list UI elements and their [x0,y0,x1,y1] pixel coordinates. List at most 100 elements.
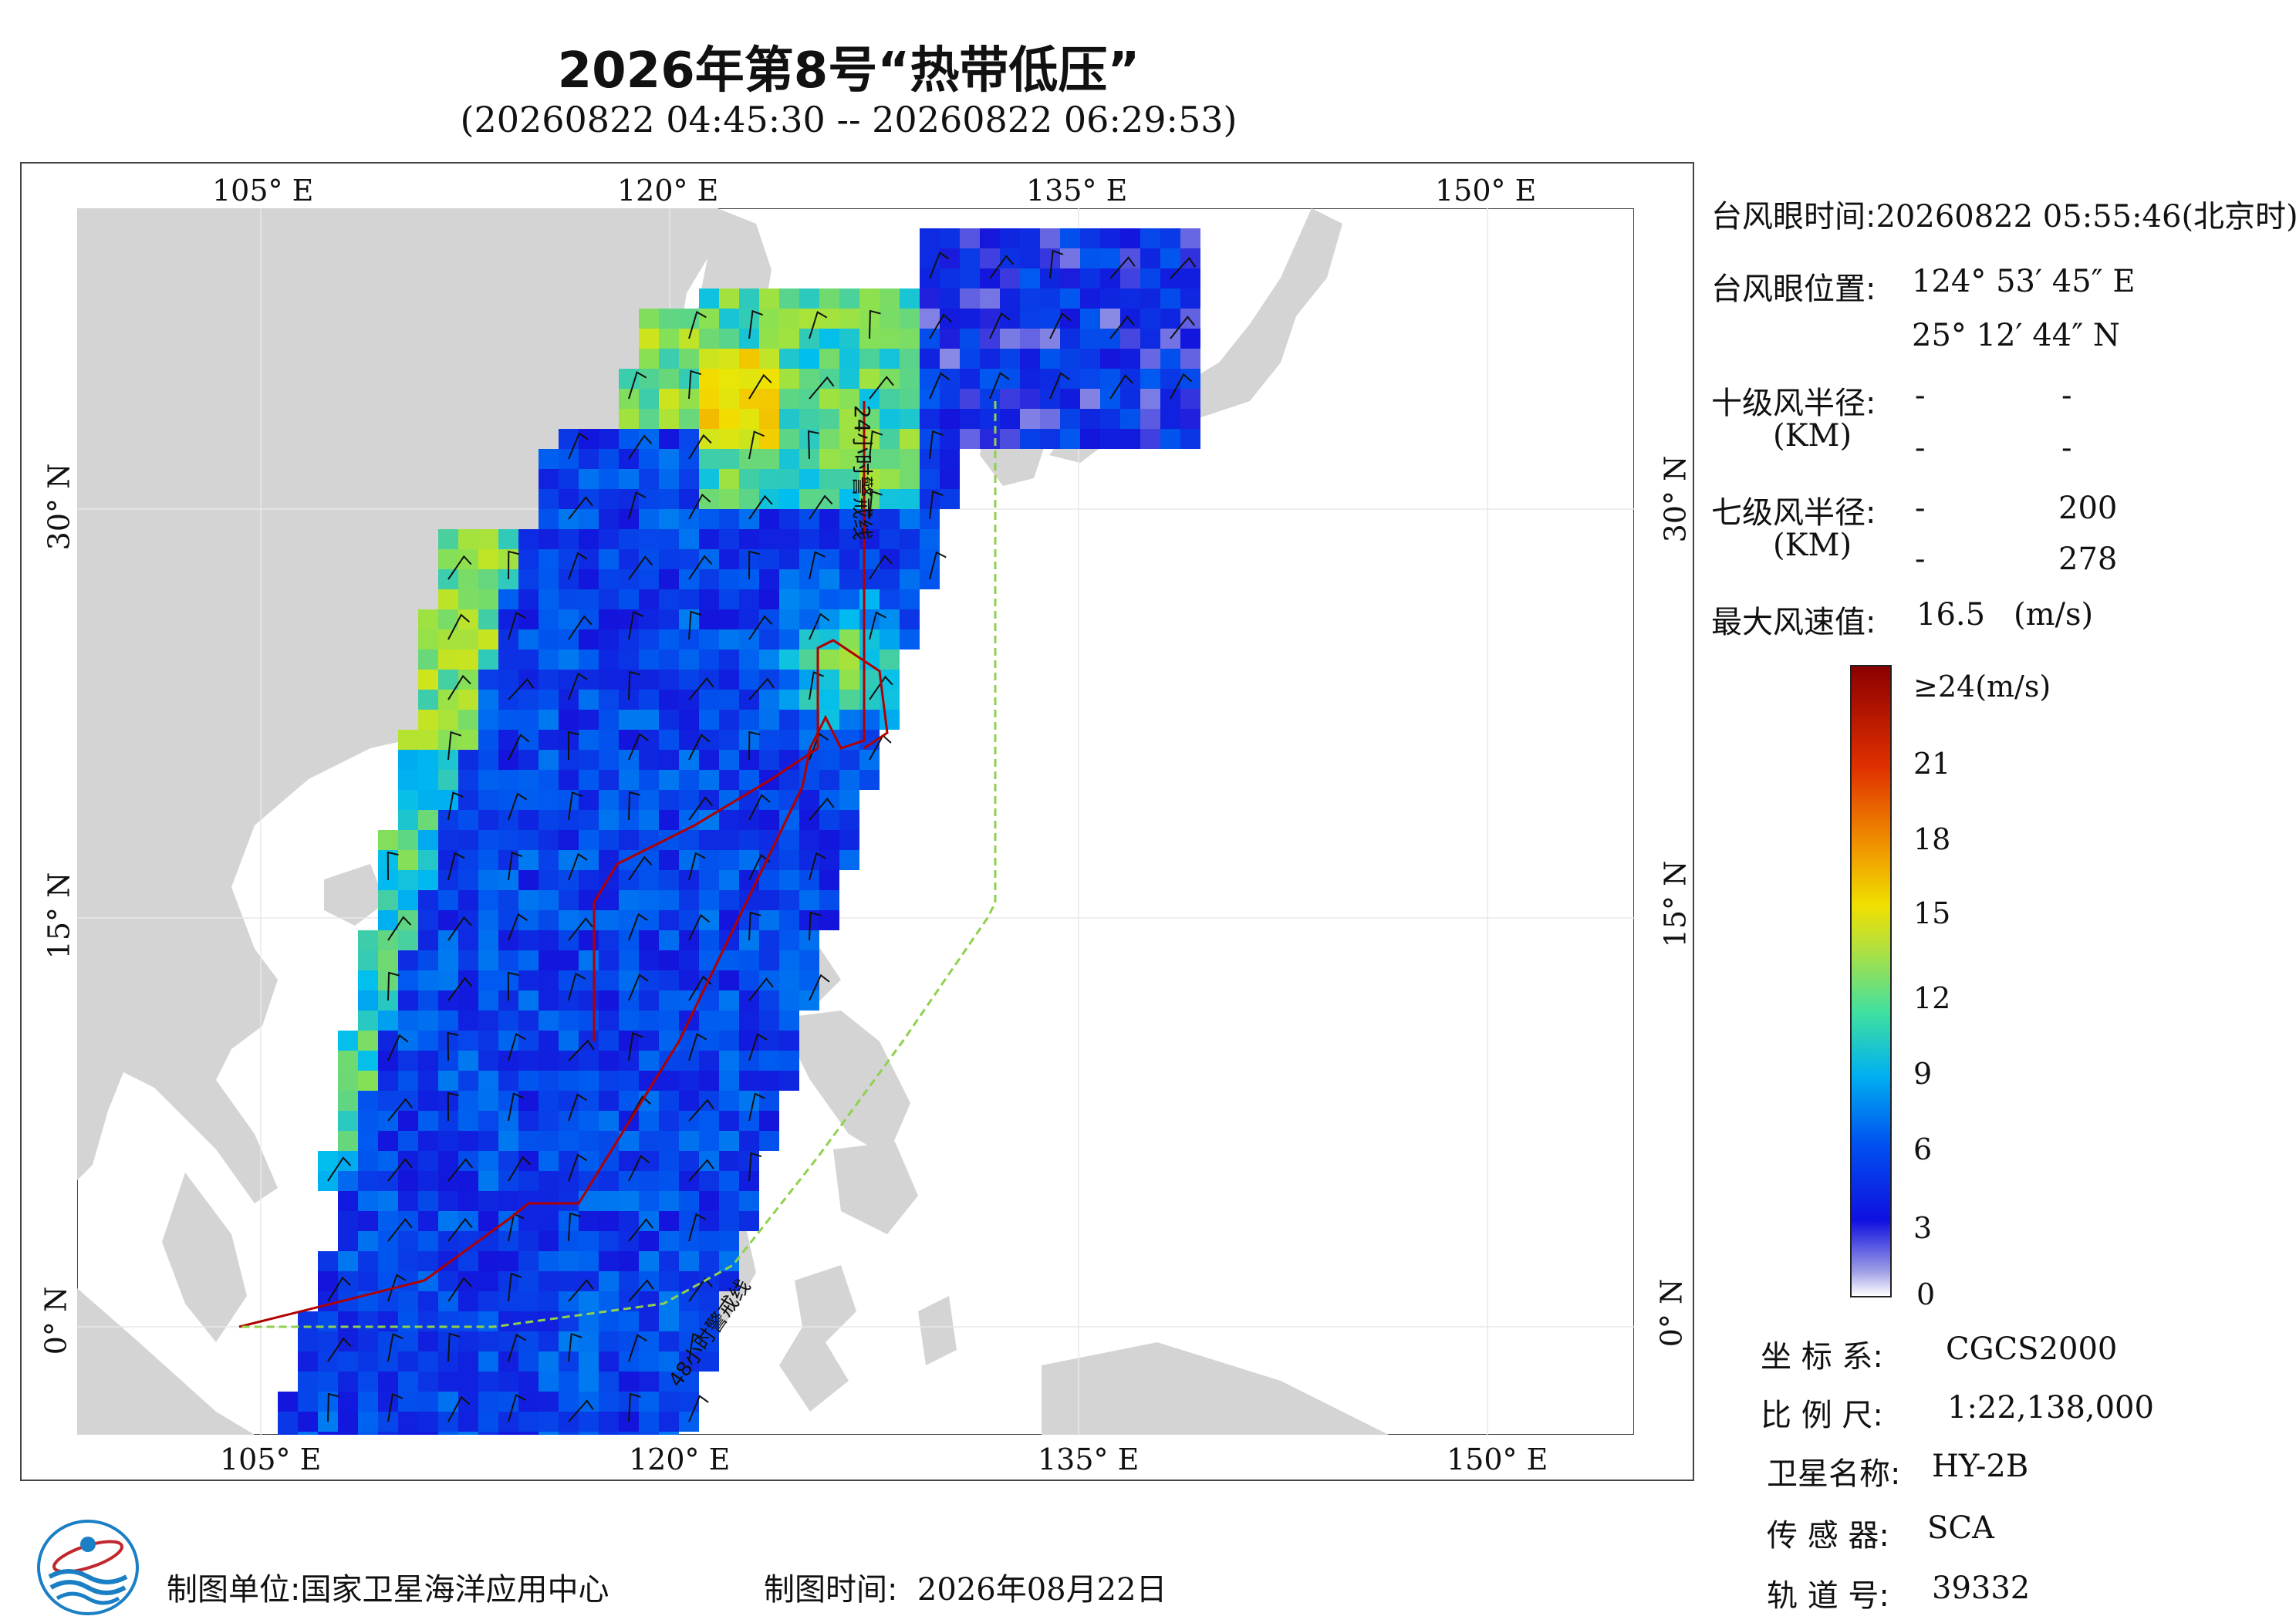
swath-cell [799,369,819,389]
wind-barb [508,550,520,580]
swath-cell [639,1271,659,1291]
swath-cell [338,1091,358,1111]
swath-cell [478,930,498,950]
swath-cell [819,830,839,850]
wind-barb [1109,315,1135,339]
swath-cell [759,990,779,1011]
swath-cell [478,1091,498,1111]
swath-cell [739,970,759,990]
swath-cell [378,890,398,910]
wind-barb [748,911,761,941]
swath-cell [900,349,920,369]
swath-cell [599,1211,619,1231]
swath-cell [940,248,960,268]
swath-cell [659,690,679,710]
swath-cell [779,1031,799,1051]
swath-cell [518,810,539,830]
swath-cell [639,890,659,910]
swath-cell [579,790,599,810]
swath-cell [338,1171,358,1191]
swath-cell [1080,228,1100,248]
swath-cell [699,1191,719,1211]
swath-cell [940,489,960,509]
wind-barb [508,734,530,761]
wind-barb [568,1332,582,1362]
swath-cell [699,1071,719,1091]
swath-cell [639,569,659,589]
swath-cell [418,650,438,670]
swath-cell [759,730,779,750]
swath-cell [478,690,498,710]
sat-value: HY-2B [1932,1449,2029,1484]
swath-cell [358,1211,378,1231]
swath-cell [900,429,920,449]
swath-cell [699,389,719,409]
swath-cell [358,930,378,950]
swath-cell [900,288,920,309]
swath-cell [699,850,719,870]
wind-barb [447,1158,473,1182]
swath-cell [599,1291,619,1311]
swath-cell [759,309,779,329]
swath-cell [639,1331,659,1351]
swath-cell [719,850,739,870]
swath-cell [458,970,478,990]
swath-cell [438,1011,458,1031]
swath-cell [759,1131,779,1151]
swath-cell [498,1151,518,1171]
swath-cell [880,509,900,529]
swath-cell [418,1071,438,1091]
swath-cell [418,609,438,629]
swath-cell [539,1111,559,1131]
swath-cell [438,1432,458,1435]
swath-cell [719,910,739,930]
swath-cell [478,589,498,609]
swath-cell [579,549,599,569]
map-subtitle: (20260822 04:45:30 -- 20260822 06:29:53) [460,99,1237,140]
swath-cell [1080,288,1100,309]
bottom-lon-label: 105° E [220,1442,322,1476]
swath-cell [579,469,599,489]
swath-cell [819,870,839,890]
swath-cell [719,1211,739,1231]
swath-cell [539,1151,559,1171]
swath-cell [559,770,579,790]
swath-cell [418,1051,438,1071]
swath-cell [699,449,719,469]
swath-cell [1000,349,1020,369]
swath-cell [358,1131,378,1151]
swath-cell [438,589,458,609]
swath-cell [559,1071,579,1091]
swath-cell [859,349,880,369]
swath-cell [839,329,859,349]
swath-cell [458,870,478,890]
swath-cell [940,288,960,309]
wind-barb [447,916,472,941]
swath-cell [398,1271,418,1291]
swath-cell [378,950,398,970]
swath-cell [539,1291,559,1311]
wind-barb [688,1395,709,1422]
swath-cell [478,810,498,830]
wind-barb [387,1098,414,1122]
swath-cell [518,1011,539,1031]
swath-cell [779,469,799,489]
swath-cell [859,670,880,690]
swath-cell [779,990,799,1011]
swath-cell [579,1432,599,1435]
swath-cell [539,670,559,690]
wind-barb [387,916,412,941]
warning-line-24h [238,401,866,1328]
swath-cell [659,1131,679,1151]
swath-cell [518,1231,539,1251]
swath-cell [1160,228,1180,248]
swath-cell [900,549,920,569]
swath-cell [799,288,819,309]
swath-cell [619,770,639,790]
swath-cell [599,1432,619,1435]
swath-cell [398,930,418,950]
swath-cell [599,790,619,810]
orbit-label: 轨 道 号: [1767,1578,1889,1614]
wind-barb [688,1213,707,1242]
swath-cell [539,569,559,589]
